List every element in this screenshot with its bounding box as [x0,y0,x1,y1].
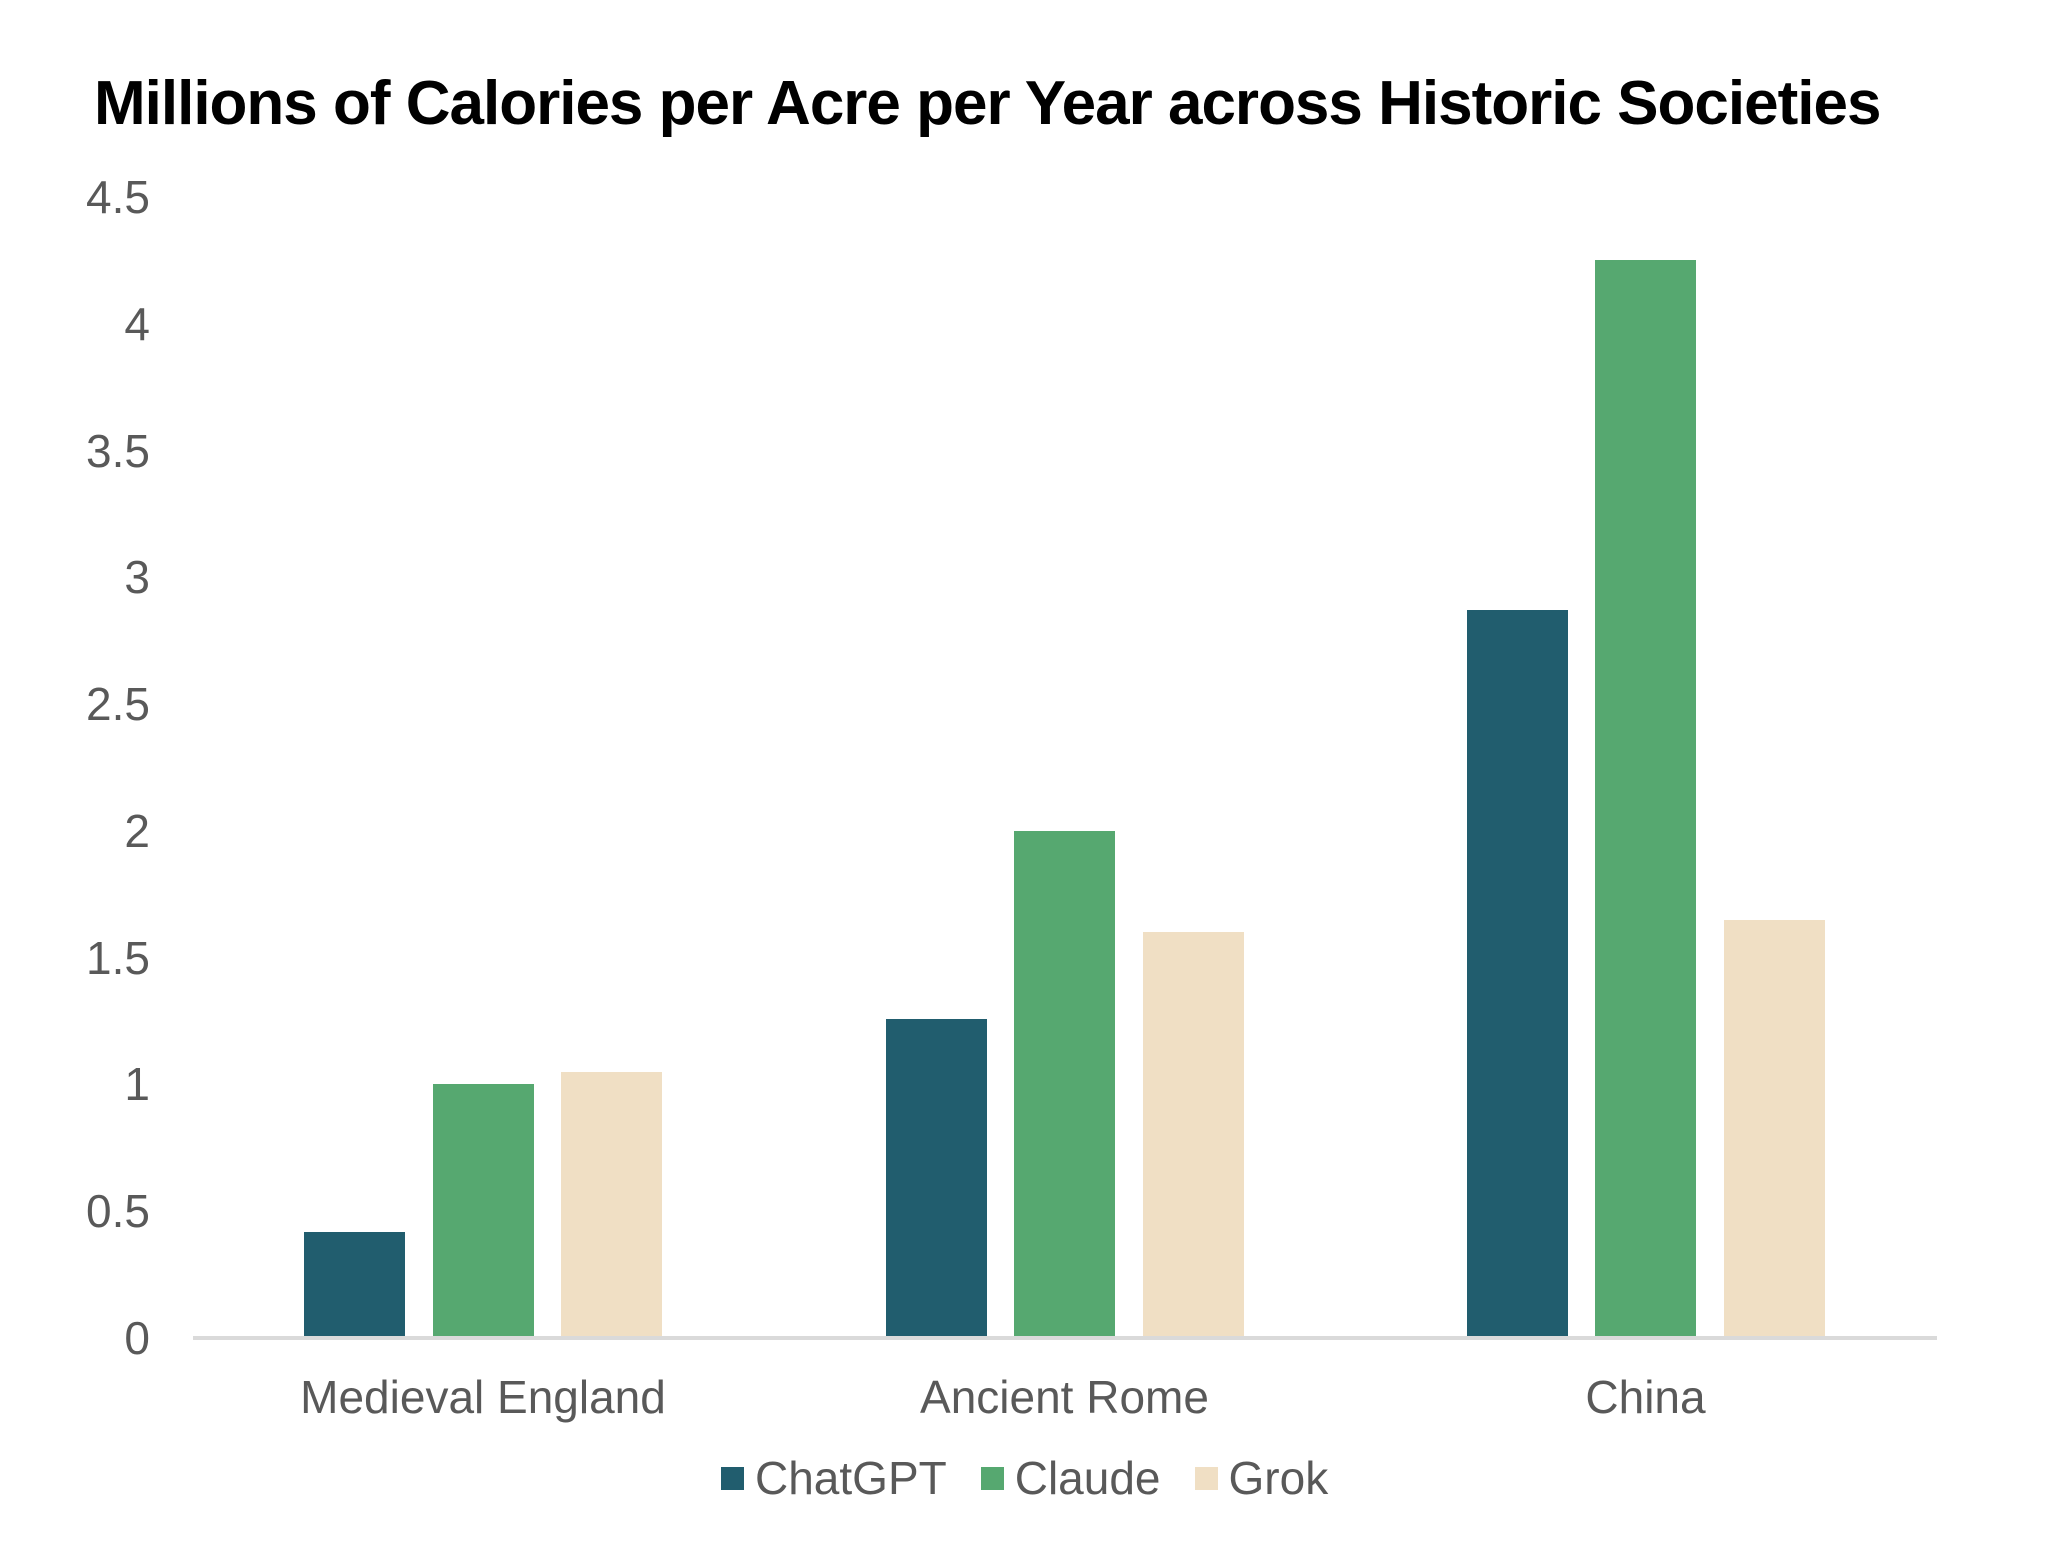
category-label-ancient-rome: Ancient Rome [920,1371,1209,1423]
chart-title: Millions of Calories per Acre per Year a… [94,69,1881,138]
y-tick-label: 4.5 [86,171,150,223]
legend-swatch-icon [721,1466,744,1490]
y-tick-label: 1 [124,1058,150,1111]
category-label-china: China [1585,1371,1706,1423]
bar-chatgpt-china [1466,610,1568,1338]
bar-claude-medieval-england [432,1084,534,1338]
legend-label: Grok [1228,1452,1329,1504]
y-tick-label: 2 [124,804,150,857]
legend-swatch-icon [1194,1466,1218,1490]
legend-item-grok: Grok [1194,1452,1329,1504]
bar-claude-ancient-rome [1014,830,1115,1338]
legend: ChatGPT Claude Grok [721,1453,1328,1503]
legend-item-claude: Claude [980,1452,1161,1504]
y-tick-label: 1.5 [86,931,150,984]
bar-chatgpt-ancient-rome [885,1018,987,1338]
x-axis-line [193,1336,1937,1340]
y-tick-label: 0 [124,1312,150,1364]
legend-swatch-icon [980,1466,1004,1490]
category-label-medieval-england: Medieval England [300,1371,666,1423]
y-tick-label: 2.5 [86,678,150,731]
bar-claude-china [1595,260,1696,1338]
y-tick-label: 3 [124,551,150,604]
bar-grok-china [1723,919,1825,1338]
y-tick-label: 0.5 [86,1185,150,1238]
bar-grok-medieval-england [561,1071,662,1338]
bar-grok-ancient-rome [1142,932,1244,1338]
legend-label: Claude [1014,1452,1161,1504]
legend-label: ChatGPT [755,1452,947,1504]
y-tick-label: 4 [124,297,150,350]
y-tick-label: 3.5 [86,424,150,477]
legend-item-chatgpt: ChatGPT [721,1453,947,1503]
bar-chatgpt-medieval-england [304,1231,405,1338]
